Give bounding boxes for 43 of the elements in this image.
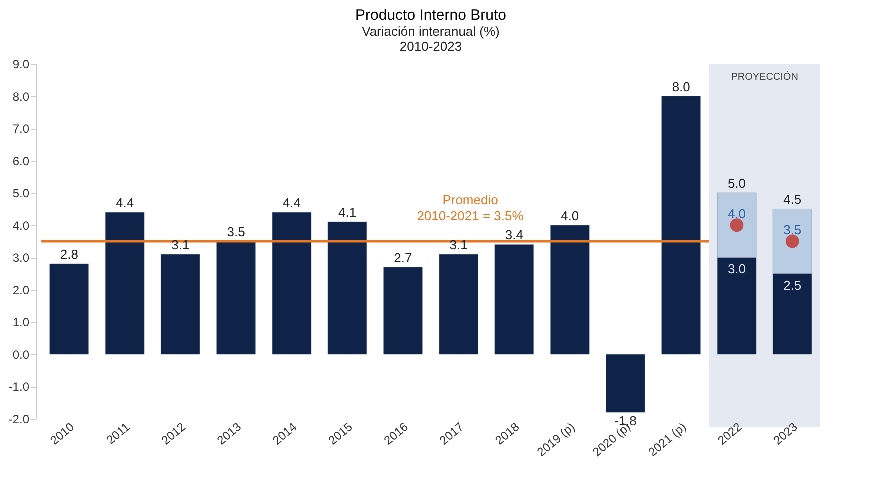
data-label: 3.5 xyxy=(784,222,802,238)
bar xyxy=(328,222,368,355)
bar xyxy=(216,241,256,355)
bar xyxy=(105,212,145,355)
data-label: 4.0 xyxy=(561,208,580,224)
data-label: 4.1 xyxy=(338,205,357,220)
y-tick-label: 5.0 xyxy=(12,186,30,201)
data-label: 2.8 xyxy=(60,247,78,262)
bar xyxy=(662,96,702,355)
y-tick-label: 1.0 xyxy=(12,316,30,330)
bar xyxy=(160,254,200,355)
data-label: 3.4 xyxy=(505,228,524,243)
data-label: 8.0 xyxy=(672,79,690,94)
y-tick-label: 0.0 xyxy=(12,348,30,362)
y-tick-label: 8.0 xyxy=(12,90,30,104)
data-label: 4.0 xyxy=(728,206,746,222)
bar xyxy=(272,212,312,355)
ref-line-label: Promedio 2010-2021 = 3.5% xyxy=(417,192,524,224)
bar xyxy=(494,244,534,355)
bar xyxy=(550,225,590,355)
y-tick-label: -1.0 xyxy=(8,380,30,394)
bar xyxy=(50,264,90,355)
data-label: 3.5 xyxy=(227,224,246,240)
y-tick-label: 6.0 xyxy=(12,154,30,168)
y-tick-label: 7.0 xyxy=(12,122,30,136)
bar xyxy=(606,354,646,413)
total-label: 5.0 xyxy=(728,176,746,192)
y-tick-label: 4.0 xyxy=(12,218,30,233)
y-tick-label: 3.0 xyxy=(12,251,30,266)
bar xyxy=(439,254,479,355)
y-tick-label: 2.0 xyxy=(12,283,30,298)
bar xyxy=(383,267,423,355)
band-label: PROYECCIÓN xyxy=(731,71,798,83)
chart-title: Producto Interno Bruto xyxy=(356,7,506,24)
data-label: 2.5 xyxy=(784,278,802,293)
data-label: 4.4 xyxy=(282,195,301,210)
data-label: 2.7 xyxy=(394,250,412,266)
data-label: 4.4 xyxy=(116,195,134,210)
chart-subtitle: Variación interanual (%) 2010-2023 xyxy=(362,24,500,54)
data-label: 3.0 xyxy=(728,262,746,277)
y-tick-label: 9.0 xyxy=(12,58,30,72)
total-label: 4.5 xyxy=(784,192,802,208)
y-tick-label: -2.0 xyxy=(8,412,30,426)
